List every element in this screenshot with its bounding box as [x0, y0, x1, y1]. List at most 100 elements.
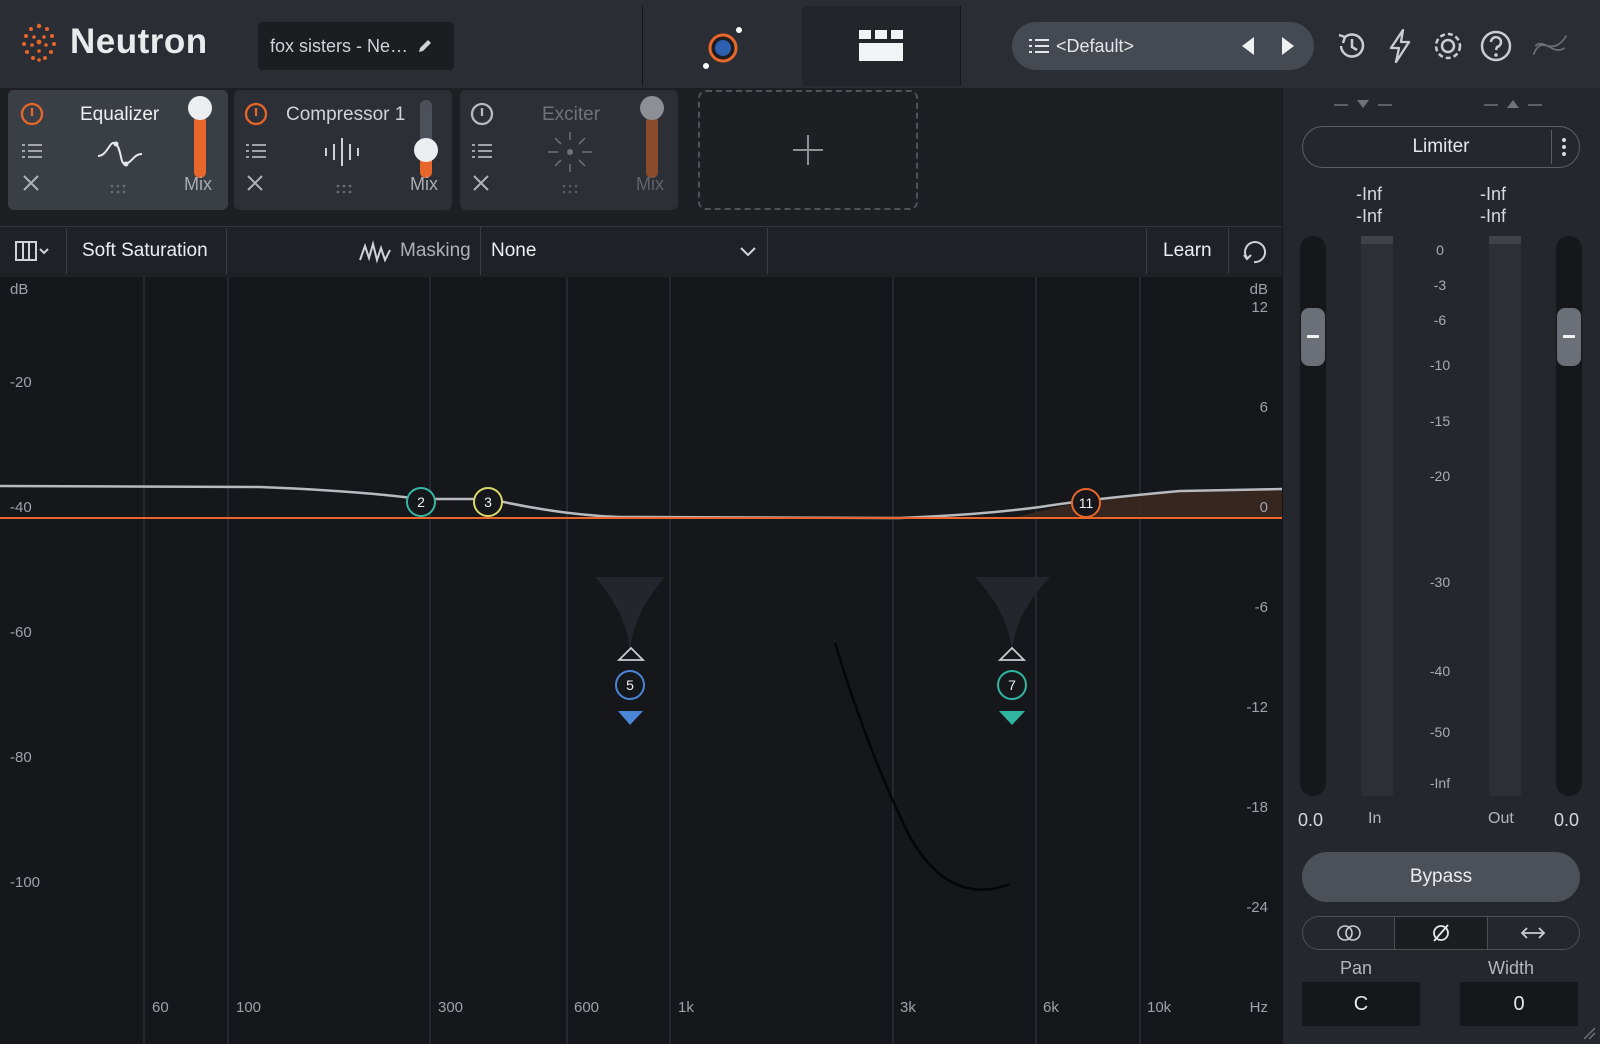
mono-button[interactable]: [1303, 917, 1396, 949]
visual-mixer-icon: [703, 27, 742, 69]
input-gain-fader-handle[interactable]: [1301, 308, 1325, 366]
gear-icon: [1434, 32, 1462, 60]
chevron-down-icon: [740, 247, 756, 257]
menu-list-icon[interactable]: [246, 142, 266, 160]
toolbar-divider: [1146, 228, 1147, 274]
swap-channels-button[interactable]: [1488, 917, 1579, 949]
izotope-logo-icon: [1532, 35, 1568, 56]
project-name-field[interactable]: fox sisters - Ne…: [258, 22, 454, 70]
mix-slider-knob[interactable]: [188, 96, 212, 120]
input-gain-value[interactable]: 0.0: [1298, 810, 1324, 830]
bypass-button[interactable]: Bypass: [1302, 852, 1580, 902]
assistant-button[interactable]: [1380, 24, 1420, 68]
next-preset-icon[interactable]: [1278, 35, 1298, 57]
limiter-label: Limiter: [1412, 136, 1470, 157]
grid-lines: [143, 277, 1141, 1044]
close-icon[interactable]: [22, 174, 40, 192]
input-meter-collapse-icon[interactable]: [1334, 98, 1404, 112]
output-meter-expand-icon[interactable]: [1484, 98, 1554, 112]
history-button[interactable]: [1332, 24, 1372, 68]
menu-list-icon[interactable]: [22, 142, 42, 160]
help-icon: [1480, 30, 1512, 62]
out-peak-value: -Inf: [1480, 184, 1507, 204]
in-rms-value: -Inf: [1356, 206, 1383, 226]
mix-slider[interactable]: [640, 96, 664, 178]
band-5-up-arrow-icon[interactable]: [616, 646, 646, 661]
eq-band-node[interactable]: 11: [1071, 488, 1101, 518]
freq-tick: Hz: [1249, 999, 1268, 1016]
plus-icon: [793, 135, 823, 165]
width-value-field[interactable]: 0: [1460, 982, 1578, 1026]
menu-list-icon[interactable]: [472, 142, 492, 160]
eq-graph-canvas: [0, 277, 1282, 1044]
visual-mixer-button[interactable]: [642, 6, 803, 86]
eq-band-node[interactable]: 2: [406, 487, 436, 517]
mix-slider[interactable]: [414, 100, 438, 178]
freq-tick: 1k: [678, 999, 694, 1016]
toolbar-divider: [66, 228, 67, 274]
module-exciter[interactable]: Exciter Mix: [460, 90, 678, 210]
input-level-meter: [1361, 236, 1393, 796]
eq-band-node[interactable]: 5: [615, 670, 645, 700]
in-peak-value: -Inf: [1356, 184, 1383, 204]
output-gain-fader-handle[interactable]: [1557, 308, 1581, 366]
out-rms-value: -Inf: [1480, 206, 1507, 226]
learn-button[interactable]: Learn: [1163, 240, 1212, 261]
settings-button[interactable]: [1428, 24, 1468, 68]
masking-value: None: [491, 240, 537, 261]
band-5-down-arrow-icon[interactable]: [618, 711, 643, 725]
right-tick: -6: [1254, 599, 1268, 616]
freq-tick: 10k: [1147, 999, 1172, 1016]
drag-handle-icon[interactable]: [110, 184, 126, 194]
freq-tick: 600: [574, 999, 600, 1016]
pencil-icon[interactable]: [416, 37, 434, 55]
band-7-down-arrow-icon[interactable]: [999, 711, 1025, 725]
input-gain-fader[interactable]: [1300, 236, 1326, 796]
module-compressor[interactable]: Compressor 1 Mix: [234, 90, 452, 210]
pan-value-field[interactable]: C: [1302, 982, 1420, 1026]
drag-handle-icon[interactable]: [562, 184, 578, 194]
eq-curve-icon: [97, 141, 143, 167]
left-tick: -80: [10, 749, 32, 766]
limiter-divider: [1551, 130, 1552, 164]
limiter-button[interactable]: Limiter: [1302, 126, 1580, 168]
mix-slider-knob[interactable]: [414, 138, 438, 162]
limiter-options-icon[interactable]: [1560, 136, 1568, 158]
output-gain-fader[interactable]: [1556, 236, 1582, 796]
left-axis-unit: dB: [10, 281, 29, 298]
eq-band-node[interactable]: 7: [997, 670, 1027, 700]
add-module-slot[interactable]: [698, 90, 918, 210]
mix-slider-knob[interactable]: [640, 96, 664, 120]
close-icon[interactable]: [246, 174, 264, 192]
view-options-button[interactable]: [14, 238, 50, 269]
mix-slider[interactable]: [188, 96, 212, 178]
previous-preset-icon[interactable]: [1238, 35, 1258, 57]
drag-handle-icon[interactable]: [336, 184, 352, 194]
saturation-mode[interactable]: Soft Saturation: [82, 240, 208, 261]
band-7-up-arrow-icon[interactable]: [997, 646, 1027, 661]
lightning-icon: [1389, 28, 1411, 64]
meter-scale-tick: -15: [1429, 413, 1451, 429]
power-icon[interactable]: [20, 102, 44, 126]
phase-icon: [1433, 924, 1449, 942]
toolbar-divider: [767, 228, 768, 274]
eq-graph[interactable]: dB -20 -40 -60 -80 -100 dB 12 6 0 -6 -12…: [0, 277, 1282, 1044]
masking-dropdown[interactable]: None: [481, 227, 767, 275]
module-equalizer[interactable]: Equalizer Mix: [8, 90, 228, 210]
reset-icon[interactable]: [1240, 238, 1268, 266]
spectrum-trace: [833, 642, 1011, 891]
close-icon[interactable]: [472, 174, 490, 192]
output-gain-value[interactable]: 0.0: [1554, 810, 1580, 830]
freq-tick: 60: [152, 999, 169, 1016]
help-button[interactable]: [1476, 24, 1516, 68]
eq-band-node[interactable]: 3: [473, 487, 503, 517]
meter-peak-cap: [1361, 236, 1393, 244]
power-icon[interactable]: [470, 102, 494, 126]
preset-selector[interactable]: <Default>: [1012, 22, 1314, 70]
phase-invert-button[interactable]: [1395, 917, 1488, 949]
module-title: Equalizer: [80, 104, 160, 125]
power-icon[interactable]: [244, 102, 268, 126]
modules-view-button[interactable]: [802, 6, 961, 86]
resize-handle-icon[interactable]: [1582, 1026, 1596, 1040]
meter-scale-tick: 0: [1436, 242, 1444, 258]
